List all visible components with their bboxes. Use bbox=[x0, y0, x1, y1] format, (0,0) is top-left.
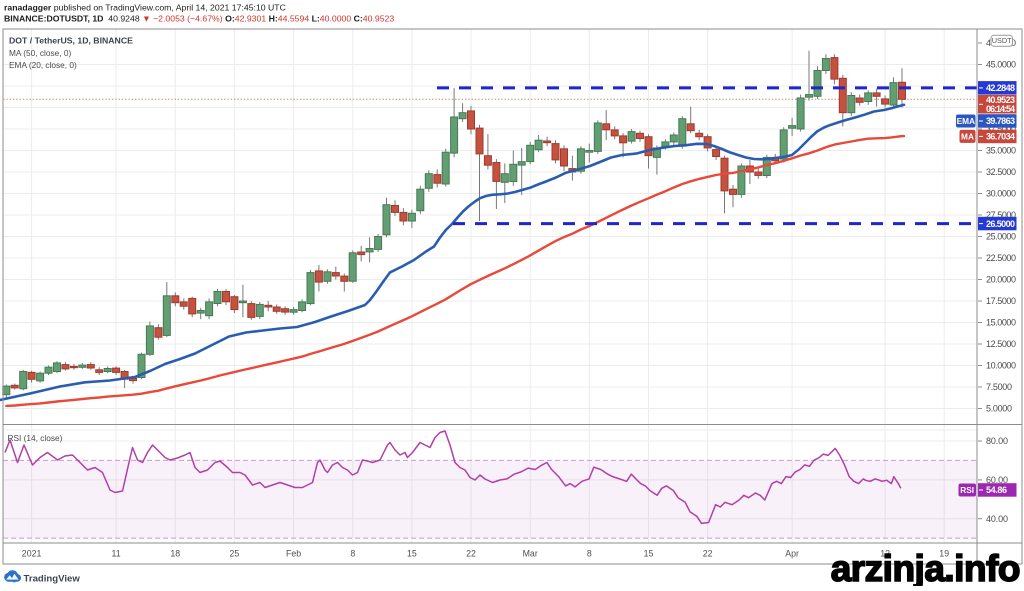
svg-text:arzinja.info: arzinja.info bbox=[831, 548, 1020, 586]
svg-text:25.0000: 25.0000 bbox=[986, 232, 1016, 242]
svg-text:Feb: Feb bbox=[286, 549, 301, 559]
svg-text:06:14:54: 06:14:54 bbox=[986, 104, 1015, 114]
svg-text:32.5000: 32.5000 bbox=[986, 167, 1016, 177]
svg-text:54.86: 54.86 bbox=[986, 485, 1007, 495]
svg-text:45.0000: 45.0000 bbox=[986, 60, 1016, 70]
svg-text:Apr: Apr bbox=[785, 549, 799, 559]
svg-text:15: 15 bbox=[644, 549, 654, 559]
svg-text:Mar: Mar bbox=[523, 549, 538, 559]
svg-text:40.9523: 40.9523 bbox=[986, 95, 1015, 105]
svg-text:37.5000: 37.5000 bbox=[986, 124, 1016, 134]
svg-text:35.0000: 35.0000 bbox=[986, 146, 1016, 156]
svg-text:15: 15 bbox=[407, 549, 417, 559]
svg-text:ranadagger published on Tradin: ranadagger published on TradingView.com,… bbox=[4, 3, 286, 13]
svg-text:80.00: 80.00 bbox=[986, 436, 1008, 446]
svg-text:30.0000: 30.0000 bbox=[986, 189, 1016, 199]
svg-text:12.5000: 12.5000 bbox=[986, 339, 1016, 349]
svg-text:18: 18 bbox=[170, 549, 180, 559]
svg-text:15.0000: 15.0000 bbox=[986, 318, 1016, 328]
svg-text:10.0000: 10.0000 bbox=[986, 361, 1016, 371]
svg-text:RSI: RSI bbox=[960, 485, 974, 495]
svg-text:40.00: 40.00 bbox=[986, 514, 1008, 524]
svg-text:USDT: USDT bbox=[992, 36, 1012, 45]
svg-text:2021: 2021 bbox=[22, 549, 42, 559]
svg-text:19: 19 bbox=[939, 549, 949, 559]
svg-text:12: 12 bbox=[880, 549, 890, 559]
svg-text:RSI (14, close): RSI (14, close) bbox=[8, 433, 63, 443]
svg-text:22.5000: 22.5000 bbox=[986, 253, 1016, 263]
svg-text:BINANCE:DOTUSDT, 1D 40.9248 ▼: BINANCE:DOTUSDT, 1D 40.9248 ▼ −2.0053 (−… bbox=[4, 13, 394, 23]
svg-text:MA (50, close, 0): MA (50, close, 0) bbox=[9, 48, 71, 58]
svg-text:17.5000: 17.5000 bbox=[986, 296, 1016, 306]
svg-text:EMA (20, close, 0): EMA (20, close, 0) bbox=[9, 60, 77, 70]
svg-text:22: 22 bbox=[703, 549, 713, 559]
svg-text:11: 11 bbox=[112, 549, 121, 559]
svg-text:25: 25 bbox=[230, 549, 240, 559]
svg-text:EMA: EMA bbox=[957, 116, 975, 126]
svg-text:DOT / TetherUS, 1D, BINANCE: DOT / TetherUS, 1D, BINANCE bbox=[9, 36, 133, 46]
svg-text:22: 22 bbox=[466, 549, 476, 559]
svg-text:7.5000: 7.5000 bbox=[986, 382, 1012, 392]
svg-text:TradingView: TradingView bbox=[24, 574, 81, 585]
svg-text:5.0000: 5.0000 bbox=[986, 404, 1012, 414]
svg-text:8: 8 bbox=[587, 549, 592, 559]
svg-text:8: 8 bbox=[350, 549, 355, 559]
svg-text:27.5000: 27.5000 bbox=[986, 210, 1016, 220]
svg-text:60.00: 60.00 bbox=[986, 475, 1008, 485]
svg-text:20.0000: 20.0000 bbox=[986, 275, 1016, 285]
svg-text:26.5000: 26.5000 bbox=[986, 219, 1015, 229]
svg-text:42.2848: 42.2848 bbox=[986, 83, 1015, 93]
svg-text:MA: MA bbox=[961, 131, 974, 141]
svg-text:39.7863: 39.7863 bbox=[986, 116, 1015, 126]
svg-text:36.7034: 36.7034 bbox=[986, 132, 1015, 142]
